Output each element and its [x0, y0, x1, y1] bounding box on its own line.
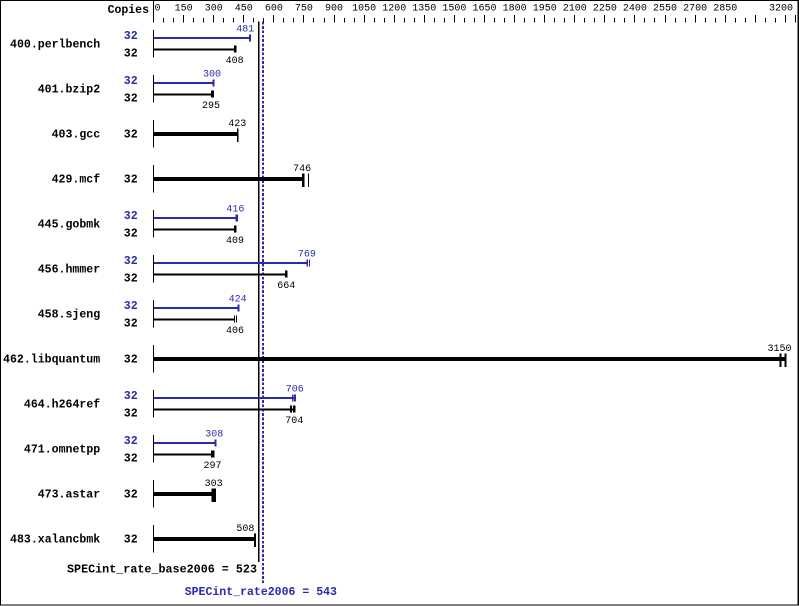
svg-text:32: 32 [124, 533, 138, 547]
svg-text:0: 0 [154, 3, 160, 14]
svg-text:32: 32 [124, 317, 138, 331]
svg-text:32: 32 [124, 254, 138, 268]
svg-text:32: 32 [124, 29, 138, 43]
svg-text:32: 32 [124, 209, 138, 223]
svg-text:600: 600 [265, 3, 283, 14]
svg-text:706: 706 [286, 385, 304, 396]
svg-text:2550: 2550 [653, 3, 677, 14]
svg-text:32: 32 [124, 353, 138, 367]
svg-text:2250: 2250 [593, 3, 617, 14]
svg-text:462.libquantum: 462.libquantum [3, 353, 100, 367]
svg-text:769: 769 [298, 250, 316, 261]
svg-text:458.sjeng: 458.sjeng [38, 308, 101, 322]
svg-text:456.hmmer: 456.hmmer [38, 263, 101, 277]
svg-text:Copies: Copies [108, 3, 149, 17]
svg-text:483.xalancbmk: 483.xalancbmk [10, 533, 100, 547]
svg-text:297: 297 [203, 461, 221, 472]
svg-text:1950: 1950 [533, 3, 557, 14]
svg-text:400.perlbench: 400.perlbench [10, 38, 100, 52]
svg-text:2100: 2100 [563, 3, 587, 14]
svg-text:429.mcf: 429.mcf [52, 173, 101, 187]
svg-text:704: 704 [285, 416, 303, 427]
svg-text:473.astar: 473.astar [38, 488, 101, 502]
svg-text:1500: 1500 [442, 3, 466, 14]
svg-text:403.gcc: 403.gcc [52, 128, 101, 142]
svg-text:2700: 2700 [683, 3, 707, 14]
svg-text:2850: 2850 [713, 3, 737, 14]
svg-text:471.omnetpp: 471.omnetpp [24, 443, 100, 457]
svg-text:32: 32 [124, 272, 138, 286]
svg-text:32: 32 [124, 407, 138, 421]
svg-text:150: 150 [175, 3, 193, 14]
svg-text:1650: 1650 [472, 3, 496, 14]
svg-text:464.h264ref: 464.h264ref [24, 398, 100, 412]
svg-text:1350: 1350 [412, 3, 436, 14]
svg-text:3150: 3150 [767, 344, 791, 355]
svg-text:303: 303 [205, 479, 223, 490]
svg-text:424: 424 [229, 295, 247, 306]
svg-text:300: 300 [203, 70, 221, 81]
svg-text:409: 409 [226, 236, 244, 247]
svg-text:32: 32 [124, 452, 138, 466]
svg-text:32: 32 [124, 488, 138, 502]
svg-text:32: 32 [124, 74, 138, 88]
svg-text:32: 32 [124, 92, 138, 106]
svg-text:1200: 1200 [382, 3, 406, 14]
svg-text:416: 416 [226, 205, 244, 216]
svg-text:295: 295 [202, 101, 220, 112]
svg-text:32: 32 [124, 227, 138, 241]
svg-text:1800: 1800 [503, 3, 527, 14]
svg-text:3200: 3200 [769, 3, 793, 14]
svg-text:32: 32 [124, 128, 138, 142]
svg-text:450: 450 [235, 3, 253, 14]
svg-text:508: 508 [236, 524, 254, 535]
svg-text:746: 746 [293, 164, 311, 175]
svg-text:900: 900 [325, 3, 343, 14]
svg-text:401.bzip2: 401.bzip2 [38, 83, 101, 97]
svg-text:408: 408 [226, 56, 244, 67]
svg-text:308: 308 [205, 430, 223, 441]
svg-text:664: 664 [277, 281, 295, 292]
svg-text:SPECint_rate_base2006 = 523: SPECint_rate_base2006 = 523 [67, 563, 257, 577]
svg-text:423: 423 [228, 119, 246, 130]
svg-text:32: 32 [124, 389, 138, 403]
svg-text:750: 750 [295, 3, 313, 14]
svg-text:300: 300 [205, 3, 223, 14]
svg-text:32: 32 [124, 47, 138, 61]
svg-text:481: 481 [236, 25, 254, 36]
svg-text:32: 32 [124, 299, 138, 313]
svg-text:32: 32 [124, 434, 138, 448]
svg-text:2400: 2400 [623, 3, 647, 14]
svg-text:SPECint_rate2006 = 543: SPECint_rate2006 = 543 [185, 585, 337, 599]
svg-text:1050: 1050 [352, 3, 376, 14]
svg-text:406: 406 [226, 326, 244, 337]
svg-text:32: 32 [124, 173, 138, 187]
svg-text:445.gobmk: 445.gobmk [38, 218, 101, 232]
